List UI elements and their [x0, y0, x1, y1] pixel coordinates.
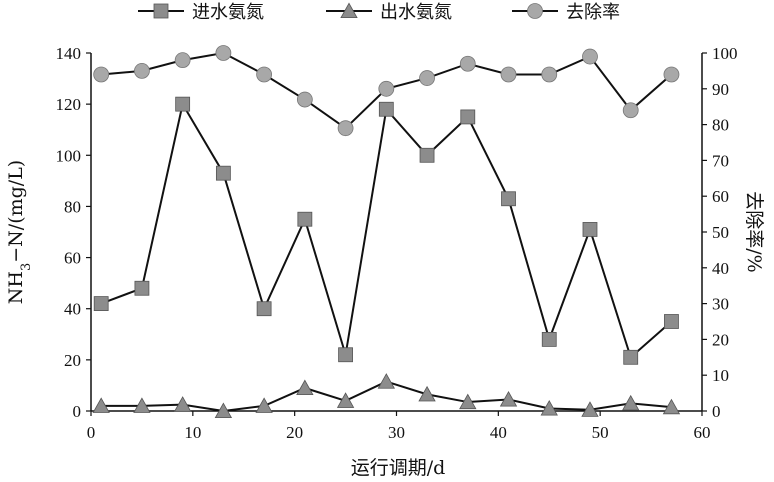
data-point-inlet-ammonia	[460, 109, 476, 125]
data-point-outlet-ammonia	[133, 397, 151, 413]
right-y-axis-title: 去除率/%	[743, 191, 765, 272]
data-point-removal-rate	[256, 66, 273, 83]
data-point-inlet-ammonia	[623, 349, 639, 365]
data-point-outlet-ammonia	[581, 401, 599, 417]
data-point-removal-rate	[378, 80, 395, 97]
data-point-outlet-ammonia	[173, 396, 192, 412]
data-point-outlet-ammonia	[255, 397, 273, 413]
series-removal-rate	[93, 45, 680, 137]
legend-item-outlet-ammonia: 出水氨氮	[326, 2, 452, 23]
data-point-removal-rate	[134, 63, 150, 79]
right-y-tick-label: 40	[712, 259, 729, 278]
legend-label: 出水氨氮	[380, 2, 452, 23]
data-point-outlet-ammonia	[296, 379, 314, 396]
left-y-axis-title-part: −N/(mg/L)	[5, 160, 27, 263]
data-point-removal-rate	[93, 66, 110, 83]
series-layer	[92, 45, 681, 419]
left-y-tick-label: 40	[64, 300, 81, 319]
series-outlet-ammonia	[92, 373, 681, 419]
right-y-tick-label: 80	[712, 116, 729, 135]
data-point-outlet-ammonia	[459, 393, 477, 410]
legend-label: 去除率	[566, 2, 620, 23]
left-y-tick-label: 120	[56, 95, 82, 114]
right-y-tick-label: 100	[712, 44, 738, 63]
data-point-inlet-ammonia	[664, 314, 679, 329]
x-tick-label: 30	[388, 423, 405, 442]
data-point-inlet-ammonia	[93, 296, 109, 312]
left-y-tick-label: 80	[64, 197, 81, 216]
data-point-inlet-ammonia	[541, 331, 557, 347]
data-point-inlet-ammonia	[419, 147, 435, 163]
left-y-axis-title-part: NH	[5, 271, 27, 304]
x-tick-label: 40	[490, 423, 507, 442]
data-point-inlet-ammonia	[338, 347, 353, 363]
data-point-removal-rate	[419, 70, 435, 86]
legend-label: 进水氨氮	[192, 2, 264, 23]
left-y-tick-label: 0	[73, 402, 82, 421]
left-y-tick-label: 20	[64, 351, 81, 370]
data-point-inlet-ammonia	[582, 222, 598, 237]
data-point-outlet-ammonia	[336, 392, 355, 408]
data-point-outlet-ammonia	[92, 397, 110, 413]
x-axis-title: 运行调期/d	[351, 457, 446, 479]
data-point-removal-rate	[582, 48, 598, 65]
data-point-removal-rate	[174, 52, 191, 69]
left-y-tick-label: 60	[64, 249, 81, 268]
data-point-inlet-ammonia	[215, 165, 231, 181]
data-point-outlet-ammonia	[214, 402, 233, 419]
right-y-tick-label: 30	[712, 295, 729, 314]
data-point-removal-rate	[459, 55, 476, 72]
x-tick-label: 0	[87, 423, 96, 442]
series-inlet-ammonia	[93, 96, 679, 365]
right-y-tick-label: 10	[712, 366, 729, 385]
data-point-outlet-ammonia	[418, 385, 436, 402]
x-tick-label: 60	[694, 423, 711, 442]
data-point-removal-rate	[622, 102, 639, 119]
right-y-tick-label: 90	[712, 80, 729, 99]
data-point-outlet-ammonia	[662, 398, 681, 415]
data-point-removal-rate	[541, 66, 558, 83]
data-point-inlet-ammonia	[175, 96, 191, 112]
data-point-inlet-ammonia	[134, 280, 150, 296]
data-point-outlet-ammonia	[622, 394, 640, 411]
data-point-inlet-ammonia	[256, 301, 272, 317]
legend-marker	[153, 3, 169, 19]
x-tick-label: 20	[286, 423, 303, 442]
data-point-inlet-ammonia	[378, 101, 394, 117]
left-y-axis-title: NH3−N/(mg/L)	[5, 160, 34, 304]
axes: 0 10 20 30 40 50 60020406080100120140010203040…	[56, 44, 738, 442]
legend-item-inlet-ammonia: 进水氨氮	[138, 2, 264, 23]
left-y-tick-label: 140	[56, 44, 82, 63]
left-y-axis-title-subscript: 3	[19, 263, 34, 271]
data-point-removal-rate	[337, 120, 354, 137]
right-y-tick-label: 20	[712, 330, 729, 349]
right-y-tick-label: 70	[712, 151, 729, 170]
data-point-outlet-ammonia	[377, 373, 395, 389]
x-tick-label: 10	[184, 423, 201, 442]
x-tick-label: 50	[592, 423, 609, 442]
data-point-removal-rate	[500, 66, 517, 83]
legend: 进水氨氮 出水氨氮 去除率	[138, 2, 620, 23]
legend-item-removal-rate: 去除率	[512, 2, 620, 23]
right-y-tick-label: 0	[712, 402, 721, 421]
legend-marker	[340, 2, 358, 19]
data-point-inlet-ammonia	[501, 191, 516, 207]
data-point-outlet-ammonia	[499, 391, 518, 407]
data-point-removal-rate	[215, 45, 232, 61]
data-point-removal-rate	[296, 91, 313, 108]
data-point-outlet-ammonia	[540, 399, 558, 416]
data-point-removal-rate	[663, 66, 680, 83]
right-y-tick-label: 50	[712, 223, 729, 242]
legend-marker	[527, 3, 543, 19]
right-y-tick-label: 60	[712, 187, 729, 206]
data-point-inlet-ammonia	[297, 211, 313, 227]
left-y-tick-label: 100	[56, 146, 82, 165]
